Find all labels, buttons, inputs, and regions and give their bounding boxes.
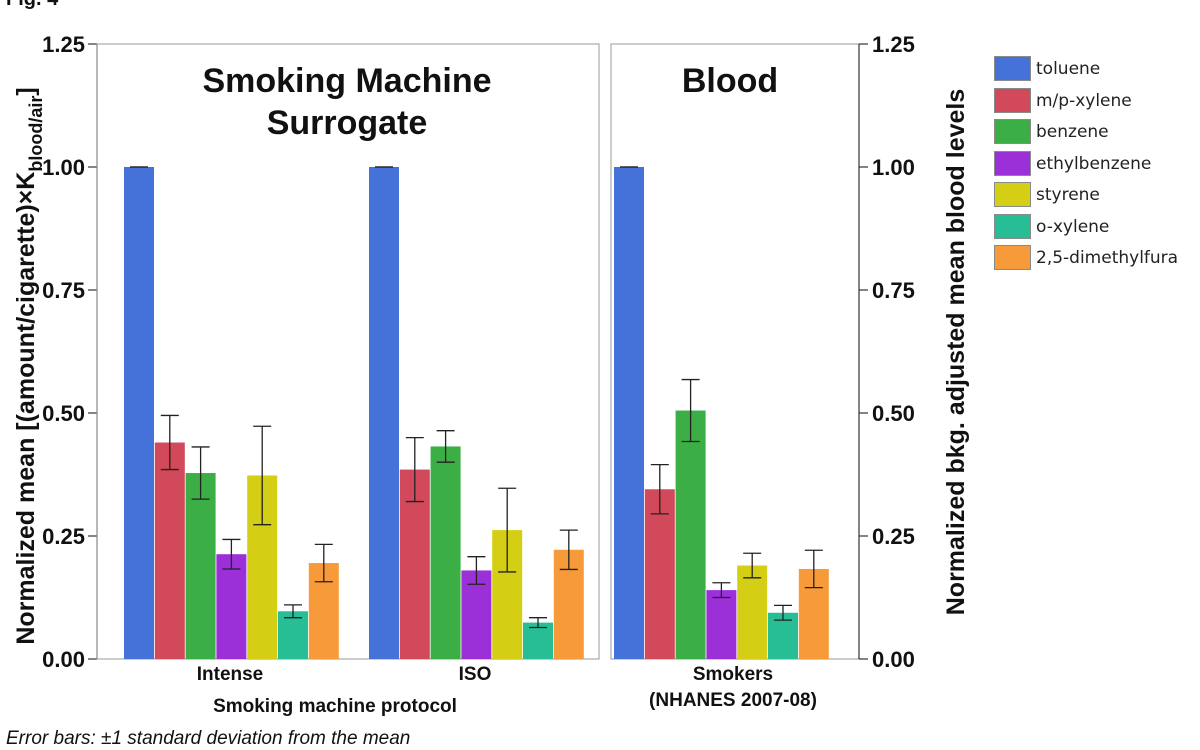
bar-ethylbenzene-smokers — [706, 590, 737, 659]
right-tick-label: 0.50 — [872, 401, 915, 426]
bar-m-p-xylene-smokers — [644, 489, 675, 659]
panel-2-title: Blood — [682, 62, 778, 100]
legend-swatch-styrene — [994, 182, 1031, 207]
legend-label-o-xylene: o-xylene — [1036, 216, 1110, 237]
panel-1-frame — [96, 43, 600, 660]
legend-swatch-benzene — [994, 119, 1031, 144]
right-tick-label: 0.75 — [872, 278, 915, 303]
legend-label-ethylbenzene: ethylbenzene — [1036, 153, 1152, 174]
bar-benzene-intense — [185, 473, 216, 659]
bar-benzene-iso — [430, 446, 461, 659]
left-y-axis: 0.00 0.25 0.50 0.75 1.00 1.25 — [42, 32, 98, 672]
bar-o-xylene-intense — [278, 611, 308, 659]
right-tick-label: 1.00 — [872, 155, 915, 180]
left-tick-label: 1.25 — [42, 32, 85, 57]
legend-label-styrene: styrene — [1036, 185, 1100, 205]
legend-label-mp-xylene: m/p-xylene — [1036, 90, 1132, 111]
category-label-iso: ISO — [459, 664, 492, 685]
legend-label-toluene: toluene — [1036, 59, 1101, 79]
bar-o-xylene-iso — [523, 622, 553, 659]
bar-toluene-smokers — [614, 167, 644, 659]
figure-footnote: Error bars: ±1 standard deviation from t… — [6, 728, 411, 749]
left-tick-label: 0.50 — [42, 401, 85, 426]
category-label-intense: Intense — [197, 664, 264, 685]
right-tick-label: 0.00 — [872, 647, 915, 672]
bar-m-p-xylene-intense — [154, 442, 185, 659]
legend-label-benzene: benzene — [1036, 122, 1109, 142]
legend-swatch-dimethylfuran — [994, 245, 1031, 270]
bar-ethylbenzene-intense — [216, 554, 247, 659]
legend-swatch-o-xylene — [994, 213, 1031, 239]
bar-toluene-intense — [124, 167, 154, 659]
chart: 0.00 0.25 0.50 0.75 1.00 1.25 Normalized mean… — [12, 32, 970, 717]
right-tick-label: 0.25 — [872, 524, 915, 549]
right-y-axis-title: Normalized bkg. adjusted mean blood leve… — [942, 89, 970, 616]
right-tick-label: 1.25 — [872, 32, 915, 57]
left-y-axis-title: Normalized mean [(amount/cigarette)×Kblo… — [12, 87, 46, 644]
panel-1-title-line-2: Surrogate — [267, 104, 428, 142]
left-tick-label: 0.25 — [42, 524, 85, 549]
left-tick-label: 0.75 — [42, 278, 85, 303]
error-bars — [130, 166, 823, 629]
bar-ethylbenzene-iso — [461, 570, 492, 659]
legend-swatch-mp-xylene — [994, 87, 1031, 113]
category-label-smokers: Smokers — [693, 664, 773, 685]
left-y-axis-title-main: Normalized mean [(amount/cigarette)×K — [12, 172, 40, 645]
panel-1-title-line-1: Smoking Machine — [202, 62, 491, 100]
left-y-axis-title-sub: blood/air — [26, 96, 46, 172]
figure-header: Fig. 4 — [6, 0, 58, 11]
legend-swatch-toluene — [994, 56, 1031, 81]
bar-benzene-smokers — [675, 410, 706, 659]
category-label-nhanes: (NHANES 2007-08) — [649, 690, 817, 711]
legend-swatch-ethylbenzene — [994, 150, 1031, 176]
left-y-axis-title-close: ] — [12, 87, 40, 95]
bar-styrene-smokers — [737, 565, 768, 659]
legend-label-dimethylfuran: 2,5-dimethylfura — [1036, 248, 1179, 268]
bar-toluene-iso — [369, 167, 399, 659]
right-y-axis: 0.00 0.25 0.50 0.75 1.00 1.25 — [858, 32, 915, 672]
x-axis-title-panel-1: Smoking machine protocol — [213, 696, 457, 717]
left-tick-label: 1.00 — [42, 155, 85, 180]
bars — [124, 167, 829, 659]
left-tick-label: 0.00 — [42, 647, 85, 672]
